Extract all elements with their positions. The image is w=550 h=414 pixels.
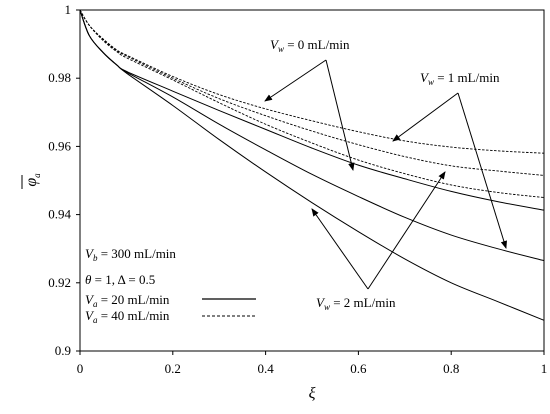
- legend: Va = 20 mL/min Va = 40 mL/min: [85, 292, 256, 325]
- series-lines: [79, 9, 545, 321]
- y-tick-label: 1: [65, 2, 72, 17]
- svg-text:Va = 20 mL/min: Va = 20 mL/min: [85, 292, 170, 309]
- x-tick-label: 0.8: [443, 361, 459, 376]
- svg-text:Va = 40 mL/min: Va = 40 mL/min: [85, 308, 170, 325]
- svg-text:θ = 1, Δ = 0.5: θ = 1, Δ = 0.5: [85, 272, 155, 287]
- series-line-vw2-va20: [79, 9, 545, 321]
- x-tick-label: 0.4: [257, 361, 274, 376]
- y-tick-label: 0.98: [48, 70, 71, 85]
- x-tick-label: 0.6: [350, 361, 367, 376]
- y-tick-label: 0.9: [55, 343, 71, 358]
- annotation-vw1: Vw = 1 mL/min: [392, 70, 507, 249]
- annotation-vw0: Vw = 0 mL/min: [264, 37, 355, 171]
- svg-text:Vw = 1 mL/min: Vw = 1 mL/min: [420, 70, 500, 87]
- plot-area-frame: [79, 9, 545, 352]
- series-line-vw2-va40: [79, 9, 545, 198]
- series-line-vw0-va40: [79, 9, 545, 154]
- x-axis-label: ξ: [309, 385, 316, 402]
- legend-entry-solid: Va = 20 mL/min: [85, 292, 256, 309]
- y-tick-label: 0.92: [48, 275, 71, 290]
- x-tick-label: 1: [541, 361, 548, 376]
- svg-text:Vw = 0 mL/min: Vw = 0 mL/min: [270, 37, 350, 54]
- y-axis-ticks: 0.9 0.92 0.94 0.96 0.98 1: [48, 2, 80, 358]
- annotation-vb: Vb = 300 mL/min: [85, 246, 176, 263]
- y-tick-label: 0.94: [48, 207, 71, 222]
- y-axis-label: φa: [21, 173, 42, 189]
- svg-text:Vb = 300 mL/min: Vb = 300 mL/min: [85, 246, 176, 263]
- x-axis-ticks: 0 0.2 0.4 0.6 0.8 1: [77, 351, 548, 376]
- annotation-theta: θ = 1, Δ = 0.5: [85, 272, 155, 287]
- legend-entry-dashed: Va = 40 mL/min: [85, 308, 256, 325]
- svg-text:Vw = 2 mL/min: Vw = 2 mL/min: [316, 295, 396, 312]
- annotation-vw2: Vw = 2 mL/min: [311, 171, 446, 312]
- y-tick-label: 0.96: [48, 138, 71, 153]
- svg-text:φa: φa: [23, 173, 42, 187]
- series-line-vw1-va40: [79, 9, 545, 176]
- x-tick-label: 0.2: [165, 361, 181, 376]
- x-tick-label: 0: [77, 361, 84, 376]
